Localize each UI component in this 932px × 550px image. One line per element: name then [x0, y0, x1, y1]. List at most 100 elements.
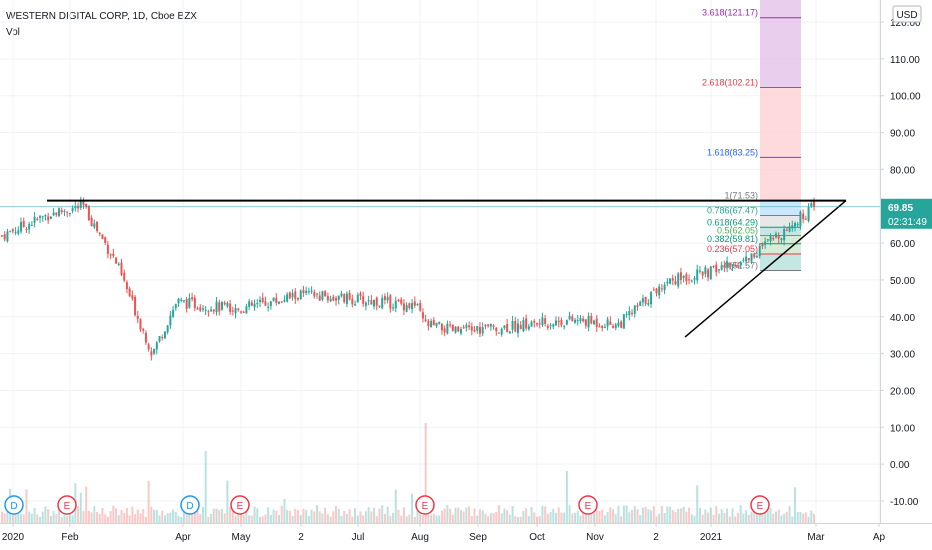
event-marker[interactable]: D	[180, 495, 200, 515]
event-letter: E	[422, 501, 429, 512]
drawings[interactable]	[0, 199, 880, 338]
volume-bar	[631, 509, 634, 523]
candle-body	[595, 318, 598, 327]
volume-bar	[769, 508, 772, 523]
candle-body	[698, 270, 701, 272]
fib-level-label: 2.618(102.21)	[702, 78, 758, 88]
candle-body	[549, 325, 552, 327]
candle-body	[593, 320, 596, 325]
volume-bar	[484, 513, 487, 523]
candle-body	[535, 323, 538, 325]
volume-bar	[79, 492, 82, 523]
candle-body	[6, 231, 9, 242]
event-marker[interactable]: D	[4, 495, 24, 515]
candle-body	[397, 299, 400, 302]
candle-body	[343, 294, 346, 302]
volume-bar	[734, 516, 737, 523]
candle-body	[74, 206, 77, 209]
event-marker[interactable]: E	[415, 495, 435, 515]
volume-bar	[451, 514, 454, 523]
time-tick-label: May	[232, 532, 251, 543]
candle-body	[413, 301, 416, 306]
candle-body	[150, 351, 153, 356]
volume-bar	[275, 510, 278, 523]
event-marker[interactable]: E	[750, 495, 770, 515]
candle-body	[723, 265, 726, 268]
candle-body	[454, 326, 457, 333]
volume-bar	[791, 516, 794, 523]
volume-bar	[191, 512, 194, 523]
volume-bar	[269, 515, 272, 523]
candle-body	[802, 213, 805, 220]
candle-body	[508, 331, 511, 334]
volume-bar	[411, 493, 414, 523]
volume-bar	[288, 510, 291, 523]
volume-bar	[305, 510, 308, 523]
candle-body	[30, 224, 33, 226]
candle-body	[487, 324, 490, 327]
candle-body	[416, 304, 419, 306]
candle-body	[663, 284, 666, 291]
volume-bar	[229, 507, 232, 523]
candle-body	[258, 299, 261, 303]
volume-bar	[131, 506, 134, 523]
volume-bar	[652, 506, 655, 523]
price-tick-label: 90.00	[890, 129, 915, 140]
volume-bar	[617, 505, 620, 523]
volume-bar	[329, 516, 332, 523]
volume-bar	[106, 516, 109, 523]
event-letter: E	[585, 501, 592, 512]
candle-body	[125, 282, 128, 290]
candle-body	[58, 208, 61, 217]
candle-body	[169, 315, 172, 326]
candle-body	[804, 218, 807, 220]
price-axis[interactable]: 120.00110.00100.0090.0080.0070.0060.0050…	[880, 0, 932, 550]
candle-body	[424, 319, 427, 321]
fib-level-label: 1(71.53)	[724, 191, 758, 201]
price-tick-label: 40.00	[890, 313, 915, 324]
candle-body	[337, 295, 340, 300]
volume-bar	[712, 514, 715, 523]
volume-bar	[620, 516, 623, 523]
volume-bar	[375, 516, 378, 523]
fibonacci-extension[interactable]: 3.618(121.17) 2.618(102.21) 1.618(83.25) 1(…	[702, 0, 801, 271]
candle-body	[514, 321, 517, 332]
volume-bar	[514, 516, 517, 523]
fib-zone	[760, 200, 801, 216]
volume-bar	[112, 505, 115, 523]
candle-body	[196, 308, 199, 310]
volume-bar	[796, 512, 799, 523]
volume-bar	[101, 508, 104, 523]
event-marker[interactable]: E	[578, 495, 598, 515]
price-tick-label: 0.00	[890, 460, 910, 471]
volume-bar	[367, 507, 370, 523]
candle-body	[541, 317, 544, 325]
candle-body	[348, 292, 351, 300]
candle-body	[172, 309, 175, 317]
volume-bar	[147, 480, 150, 523]
volume-bar	[85, 486, 88, 523]
volume-bar	[574, 512, 577, 523]
volume-bar	[68, 511, 71, 523]
candle-body	[318, 295, 321, 301]
candle-body	[552, 324, 555, 327]
currency-badge	[892, 5, 922, 23]
candle-body	[220, 302, 223, 310]
candle-body	[101, 234, 104, 239]
volume-bar	[419, 507, 422, 523]
fib-zone	[760, 87, 801, 158]
fib-level-label: 0.236(57.05)	[707, 244, 758, 254]
time-axis[interactable]: 2020 Feb Apr May 2 Jul Aug Sep Oct Nov 2 2021 Mar Ap	[0, 523, 932, 543]
candle-body	[419, 303, 422, 311]
event-marker[interactable]: E	[57, 495, 77, 515]
volume-bar	[321, 513, 324, 523]
candle-body	[324, 291, 327, 297]
candle-body	[39, 216, 42, 218]
volume-bar	[476, 515, 479, 523]
event-marker[interactable]: E	[230, 495, 250, 515]
candle-body	[153, 348, 156, 354]
candle-body	[381, 297, 384, 309]
volume-bar	[579, 515, 582, 523]
